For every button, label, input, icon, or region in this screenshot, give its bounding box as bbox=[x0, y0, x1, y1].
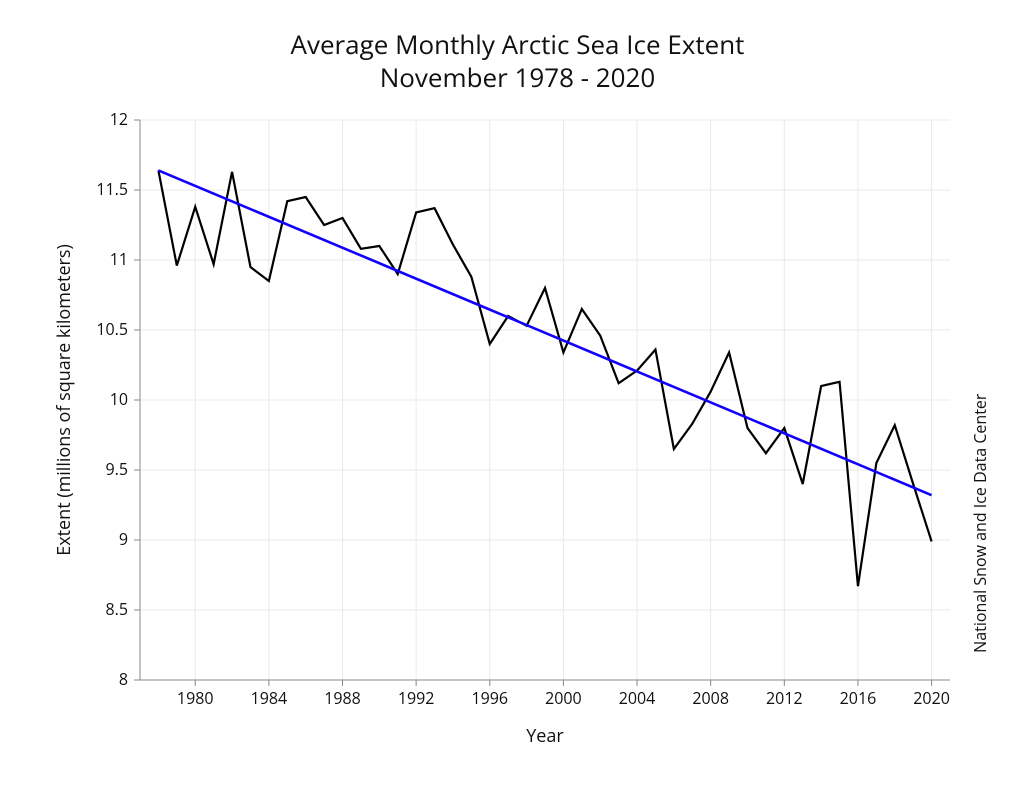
x-tick-label: 2016 bbox=[840, 687, 877, 709]
x-tick-label: 2004 bbox=[619, 687, 656, 709]
credit-text: National Snow and Ice Data Center bbox=[969, 393, 991, 653]
y-tick-label: 8.5 bbox=[106, 598, 129, 620]
x-tick-label: 1992 bbox=[398, 687, 435, 709]
y-tick-label: 11 bbox=[110, 248, 128, 270]
y-tick-label: 10 bbox=[110, 388, 128, 410]
y-tick-label: 10.5 bbox=[96, 318, 128, 340]
x-tick-label: 1988 bbox=[324, 687, 361, 709]
x-tick-label: 2020 bbox=[913, 687, 950, 709]
y-tick-label: 9 bbox=[119, 528, 128, 550]
x-tick-label: 1984 bbox=[251, 687, 288, 709]
y-tick-label: 9.5 bbox=[106, 458, 129, 480]
chart-title-line1: Average Monthly Arctic Sea Ice Extent bbox=[0, 28, 1035, 61]
chart-container: Average Monthly Arctic Sea Ice Extent No… bbox=[0, 0, 1035, 800]
y-tick-label: 8 bbox=[119, 668, 128, 690]
y-axis-label: Extent (millions of square kilometers) bbox=[52, 244, 76, 556]
x-tick-label: 1996 bbox=[471, 687, 508, 709]
chart-svg: 8 8.5 9 9.5 10 10.5 11 11.5 12 1980 1984 1988 1992 19… bbox=[0, 0, 1035, 800]
chart-title-line2: November 1978 - 2020 bbox=[0, 61, 1035, 94]
chart-title-block: Average Monthly Arctic Sea Ice Extent No… bbox=[0, 28, 1035, 93]
x-tick-label: 2012 bbox=[766, 687, 803, 709]
x-tick-label: 2008 bbox=[692, 687, 729, 709]
x-tick-label: 2000 bbox=[545, 687, 582, 709]
x-tick-label: 1980 bbox=[177, 687, 214, 709]
y-tick-label: 12 bbox=[110, 108, 128, 130]
x-axis-label: Year bbox=[526, 724, 564, 748]
y-tick-label: 11.5 bbox=[96, 178, 128, 200]
